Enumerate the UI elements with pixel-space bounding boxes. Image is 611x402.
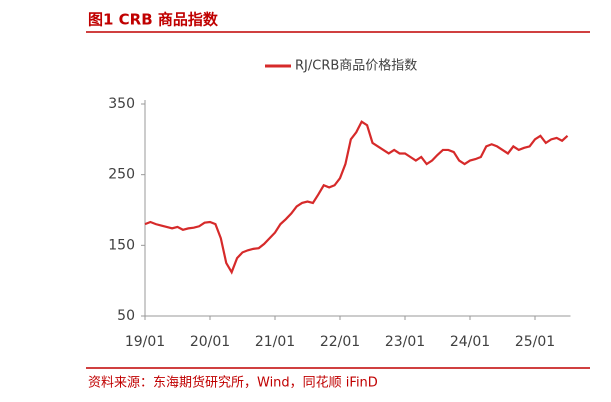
x-tick-label: 20/01 xyxy=(190,334,230,350)
y-tick-label: 250 xyxy=(108,167,135,183)
x-tick-label: 23/01 xyxy=(385,334,425,350)
x-tick-label: 25/01 xyxy=(515,334,555,350)
source-note: 资料来源：东海期货研究所，Wind，同花顺 iFinD xyxy=(88,375,378,391)
chart-title: 图1 CRB 商品指数 xyxy=(88,11,219,29)
x-tick-label: 21/01 xyxy=(255,334,295,350)
y-tick-label: 150 xyxy=(108,237,135,253)
x-tick-label: 19/01 xyxy=(125,334,165,350)
x-tick-label: 22/01 xyxy=(320,334,360,350)
y-tick-label: 350 xyxy=(108,96,135,112)
legend-label: RJ/CRB商品价格指数 xyxy=(295,58,417,74)
x-tick-label: 24/01 xyxy=(450,334,490,350)
y-tick-label: 50 xyxy=(117,308,135,324)
series-line xyxy=(144,120,569,275)
